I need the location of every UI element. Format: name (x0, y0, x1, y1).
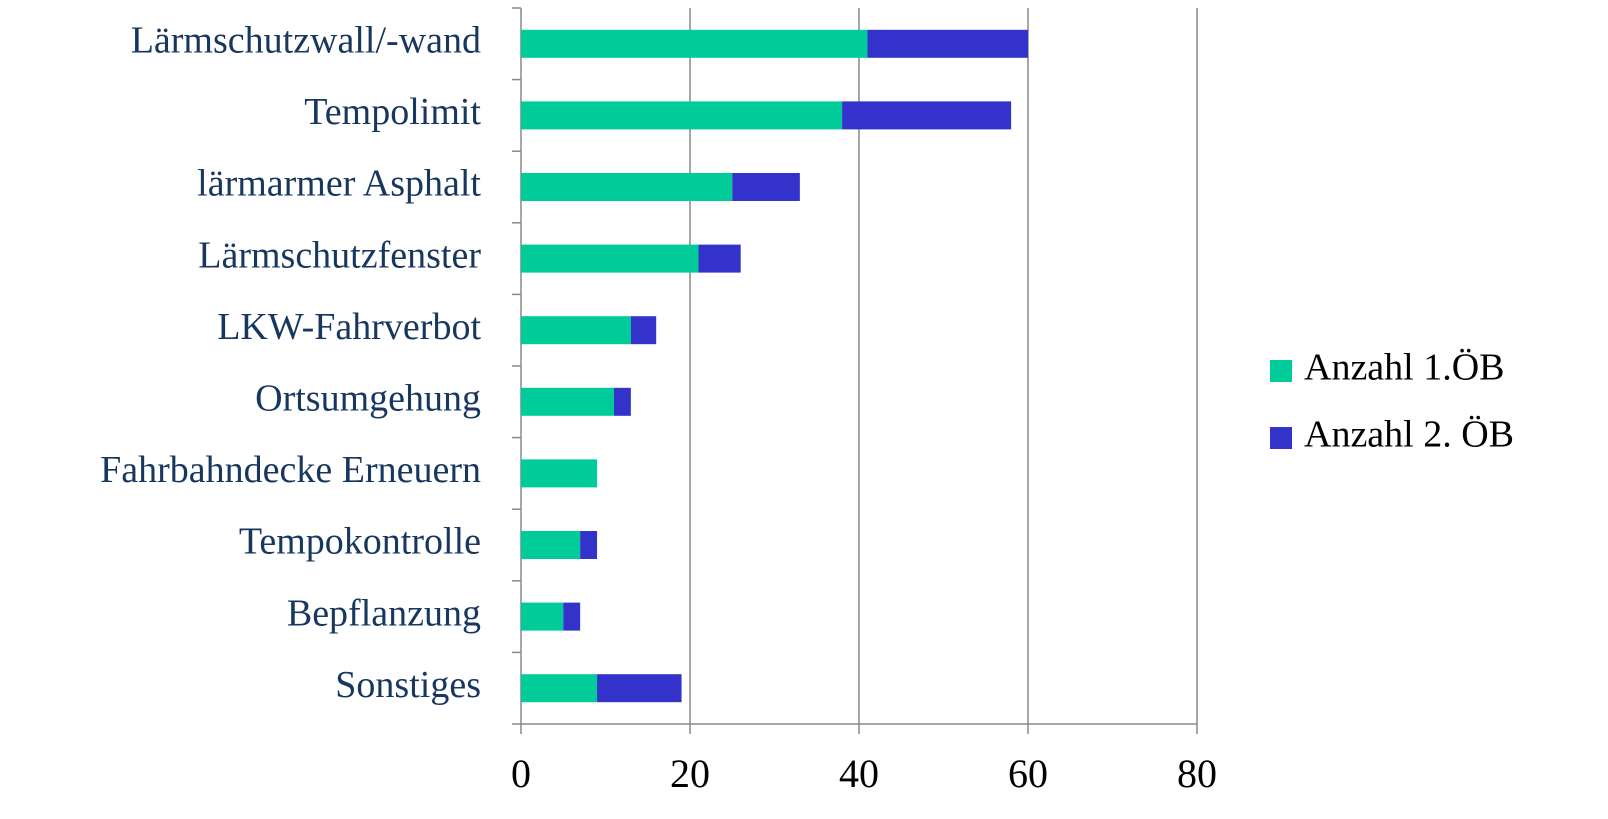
bar (563, 602, 581, 631)
bar (521, 101, 843, 130)
x-tick-label: 0 (511, 751, 531, 796)
legend-swatch (1270, 360, 1292, 382)
bar (580, 531, 598, 559)
bar (521, 387, 614, 416)
y-tick-label: LKW-Fahrverbot (217, 306, 481, 348)
x-axis: 0 20 40 60 80 (511, 751, 1217, 796)
y-tick-label: Bepflanzung (287, 592, 481, 634)
bar (521, 602, 564, 631)
y-tick-label: Tempokontrolle (239, 521, 481, 563)
bar (698, 244, 741, 273)
y-tick-label: Sonstiges (335, 664, 481, 706)
bar (521, 531, 581, 559)
x-tick-label: 80 (1177, 751, 1217, 796)
y-tick-label: lärmarmer Asphalt (197, 163, 481, 205)
y-tick-label: Tempolimit (304, 91, 481, 133)
bar (613, 387, 631, 416)
bar (732, 173, 800, 201)
y-tick-label: Fahrbahndecke Erneuern (100, 449, 481, 491)
bar (867, 29, 1028, 58)
y-tick-label: Lärmschutzfenster (198, 234, 481, 276)
bar (630, 316, 657, 345)
bar (597, 674, 682, 703)
legend-swatch (1270, 427, 1292, 449)
x-tick-label: 20 (670, 751, 710, 796)
x-tick-label: 60 (1008, 751, 1048, 796)
bar (521, 173, 733, 201)
bar (521, 674, 598, 703)
y-tick-label: Lärmschutzwall/-wand (131, 20, 481, 62)
legend-label: Anzahl 1.ÖB (1304, 347, 1505, 389)
bar (521, 316, 631, 345)
x-tick-label: 40 (839, 751, 879, 796)
bar (521, 29, 868, 58)
bar (521, 459, 598, 488)
bar (842, 101, 1012, 130)
y-tick-label: Ortsumgehung (255, 378, 481, 420)
bar (521, 244, 699, 273)
legend-label: Anzahl 2. ÖB (1304, 414, 1514, 456)
